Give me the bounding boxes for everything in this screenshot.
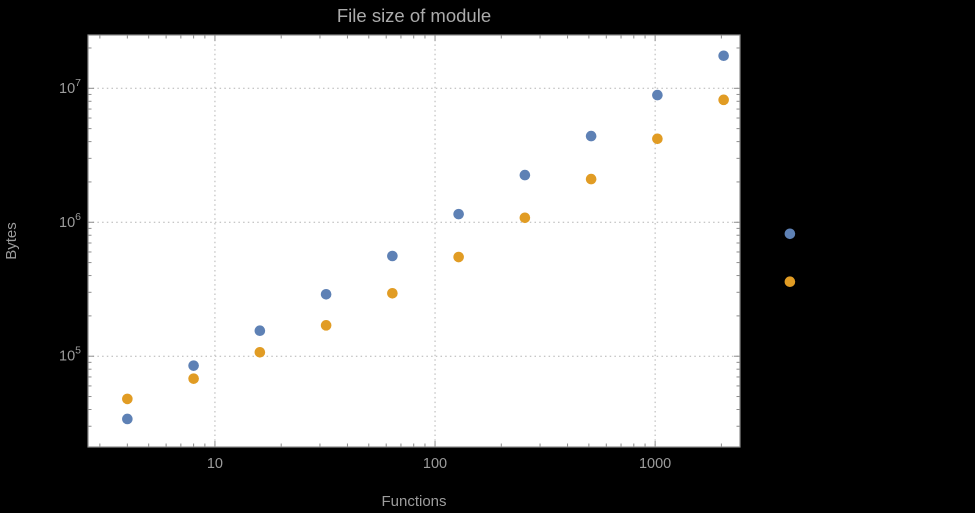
x-tick-label: 100 xyxy=(423,456,447,472)
data-point-blue xyxy=(122,413,133,425)
x-tick-label: 10 xyxy=(207,456,223,472)
data-point-blue xyxy=(718,50,729,62)
data-point-blue xyxy=(585,130,597,142)
data-point-blue xyxy=(453,208,464,220)
x-tick-label: 1000 xyxy=(639,456,671,472)
x-axis-label: Functions xyxy=(381,493,446,510)
data-point-orange xyxy=(387,287,398,299)
plot-area xyxy=(88,35,740,447)
data-point-blue xyxy=(188,360,199,371)
data-point-orange xyxy=(254,346,266,358)
data-point-orange xyxy=(519,212,531,224)
data-point-blue xyxy=(254,325,266,337)
chart-title: File size of module xyxy=(337,5,491,26)
y-tick-label: 106 xyxy=(59,211,81,231)
data-point-blue xyxy=(519,169,531,181)
data-point-orange xyxy=(652,133,663,145)
y-tick-label: 107 xyxy=(59,77,81,97)
data-point-orange xyxy=(320,320,332,331)
data-point-orange xyxy=(718,94,729,106)
y-tick-label: 105 xyxy=(59,345,81,365)
y-axis-label: Bytes xyxy=(3,222,20,260)
data-point-blue xyxy=(387,250,398,262)
data-point-orange xyxy=(585,173,597,185)
data-point-blue xyxy=(784,228,796,240)
data-point-orange xyxy=(122,393,133,405)
data-point-blue xyxy=(652,89,663,101)
data-point-blue xyxy=(320,288,332,300)
data-point-orange xyxy=(453,251,464,263)
data-point-orange xyxy=(188,373,199,384)
data-point-orange xyxy=(784,276,796,287)
